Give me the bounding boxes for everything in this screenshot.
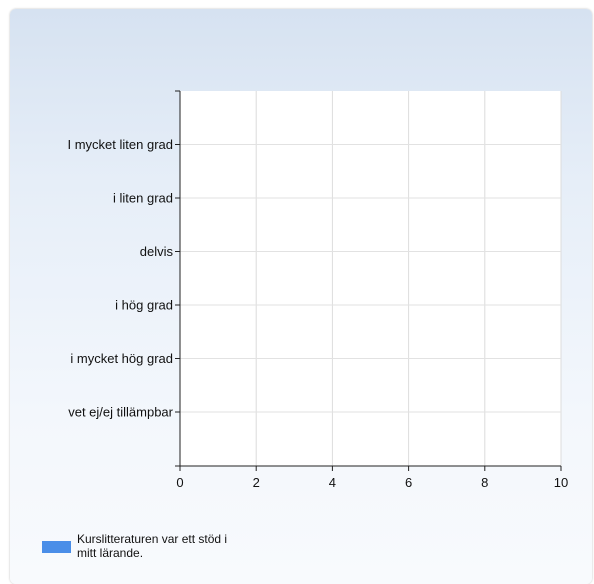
y-tick-label: vet ej/ej tillämpbar <box>68 405 173 420</box>
grid <box>180 91 562 466</box>
axes <box>175 90 562 471</box>
y-tick-label: I mycket liten grad <box>68 137 174 152</box>
x-tick-label: 10 <box>554 475 568 490</box>
x-tick-label: 0 <box>176 475 183 490</box>
legend-label: Kurslitteraturen var ett stöd i mitt lär… <box>77 532 228 560</box>
x-tick-label: 6 <box>405 475 412 490</box>
tick-labels: 0 2 4 6 8 10 I mycket liten grad i liten grad de… <box>68 137 569 490</box>
x-tick-label: 2 <box>253 475 260 490</box>
y-tick-label: i hög grad <box>115 298 173 313</box>
x-tick-label: 4 <box>329 475 336 490</box>
y-tick-label: i mycket hög grad <box>70 351 173 366</box>
plot-area <box>180 91 561 466</box>
legend-swatch <box>42 541 71 553</box>
y-tick-label: i liten grad <box>113 191 173 206</box>
legend: Kurslitteraturen var ett stöd i mitt lär… <box>42 532 237 560</box>
x-tick-label: 8 <box>481 475 488 490</box>
y-tick-label: delvis <box>140 244 174 259</box>
